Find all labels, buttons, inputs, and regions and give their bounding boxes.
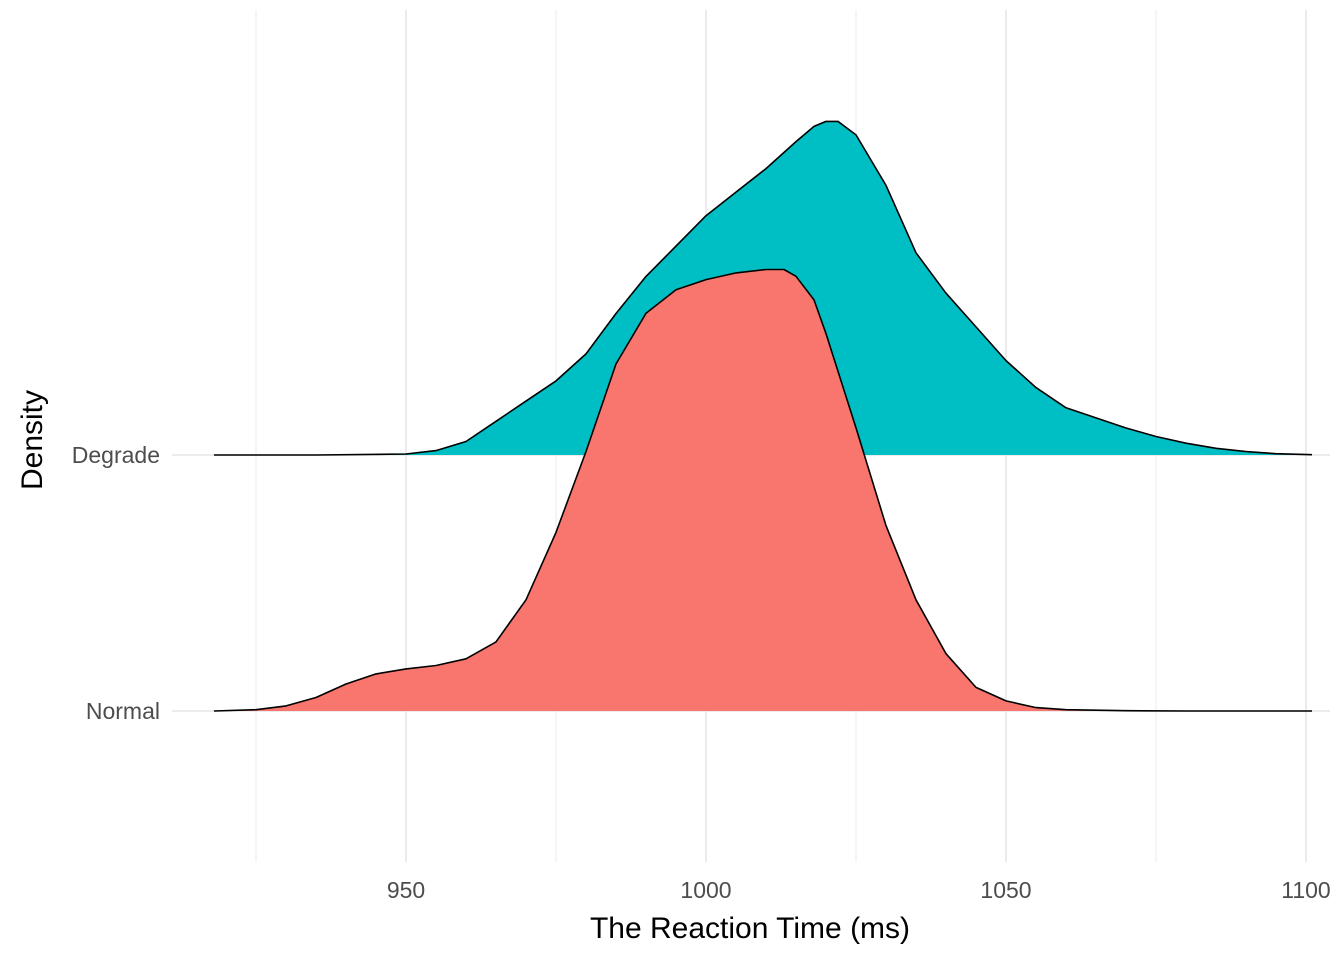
y-tick-label: Normal <box>86 698 160 724</box>
y-axis-title: Density <box>16 390 49 490</box>
y-axis-ticks: Degrade Normal <box>72 442 160 724</box>
ridge-area-normal <box>214 269 1312 711</box>
x-tick-label: 1100 <box>1281 877 1330 903</box>
x-axis-title: The Reaction Time (ms) <box>590 912 910 945</box>
ridge-outline-normal <box>213 268 1312 712</box>
density-ridges <box>213 120 1313 712</box>
y-tick-label: Degrade <box>72 442 160 468</box>
ridge-outline-degrade <box>214 120 1313 456</box>
x-tick-label: 1000 <box>680 877 731 903</box>
x-tick-label: 950 <box>387 877 425 903</box>
x-tick-label: 1050 <box>980 877 1031 903</box>
x-axis-ticks: 950 1000 1050 1100 <box>387 877 1331 903</box>
